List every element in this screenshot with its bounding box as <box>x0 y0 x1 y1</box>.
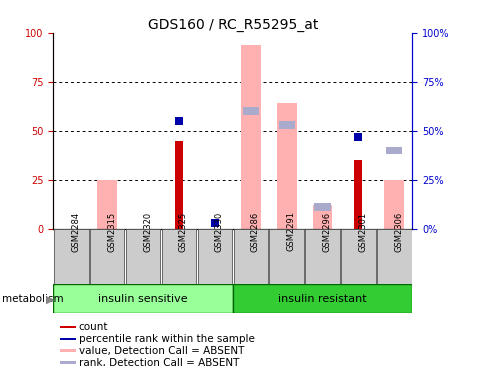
Bar <box>211 219 218 227</box>
Bar <box>90 229 124 284</box>
Bar <box>276 104 296 229</box>
Text: metabolism: metabolism <box>2 294 64 305</box>
Bar <box>54 229 89 284</box>
Bar <box>340 229 375 284</box>
Text: rank, Detection Call = ABSENT: rank, Detection Call = ABSENT <box>78 358 239 366</box>
Bar <box>125 229 160 284</box>
Bar <box>161 229 196 284</box>
Bar <box>60 350 76 352</box>
Text: GSM2301: GSM2301 <box>358 212 367 251</box>
Text: insulin resistant: insulin resistant <box>278 294 366 304</box>
Text: insulin sensitive: insulin sensitive <box>98 294 187 304</box>
Text: GSM2315: GSM2315 <box>107 212 116 251</box>
Bar <box>175 117 182 125</box>
Text: GSM2306: GSM2306 <box>393 212 403 251</box>
Text: GSM2320: GSM2320 <box>143 212 152 251</box>
Text: GSM2330: GSM2330 <box>214 212 224 251</box>
Bar <box>242 107 258 115</box>
Bar <box>232 284 411 313</box>
Bar <box>60 337 76 340</box>
Bar <box>314 203 330 211</box>
Bar <box>354 133 362 141</box>
Bar <box>241 45 260 229</box>
Bar <box>60 361 76 364</box>
Bar <box>385 146 402 154</box>
Bar <box>354 160 362 229</box>
Title: GDS160 / RC_R55295_at: GDS160 / RC_R55295_at <box>147 18 318 32</box>
Bar <box>376 229 411 284</box>
Text: ▶: ▶ <box>45 294 54 305</box>
Text: value, Detection Call = ABSENT: value, Detection Call = ABSENT <box>78 346 243 356</box>
Text: GSM2284: GSM2284 <box>71 212 80 251</box>
Text: GSM2325: GSM2325 <box>179 212 188 251</box>
Bar <box>233 229 268 284</box>
Bar <box>175 141 182 229</box>
Bar <box>97 180 117 229</box>
Bar <box>312 205 332 229</box>
Bar <box>197 229 232 284</box>
Text: percentile rank within the sample: percentile rank within the sample <box>78 334 254 344</box>
Text: GSM2286: GSM2286 <box>250 212 259 251</box>
Text: GSM2296: GSM2296 <box>322 212 331 251</box>
Bar <box>60 326 76 328</box>
Bar <box>278 121 294 129</box>
Bar <box>53 284 232 313</box>
Bar <box>384 180 403 229</box>
Text: count: count <box>78 322 108 332</box>
Bar <box>269 229 303 284</box>
Bar <box>304 229 339 284</box>
Text: GSM2291: GSM2291 <box>286 212 295 251</box>
